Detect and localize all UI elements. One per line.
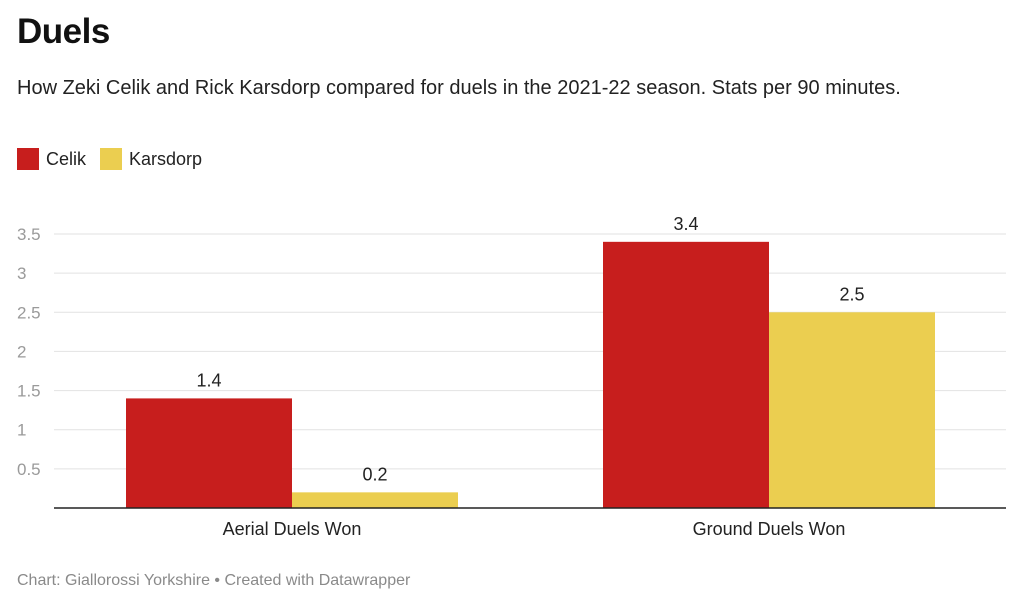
y-tick-label: 2.5 <box>17 303 41 322</box>
legend-swatch-karsdorp <box>100 148 123 170</box>
legend-label-celik: Celik <box>46 148 87 169</box>
y-tick-label: 3 <box>17 264 26 283</box>
chart-title: Duels <box>17 12 110 51</box>
bar <box>603 241 769 509</box>
data-label: 2.5 <box>839 284 864 304</box>
y-tick-label: 1.5 <box>17 382 41 401</box>
legend: Celik Karsdorp <box>17 148 216 170</box>
y-tick-label: 1 <box>17 421 26 440</box>
data-label: 3.4 <box>673 214 698 234</box>
legend-label-karsdorp: Karsdorp <box>129 148 203 169</box>
legend-item-celik: Celik <box>17 148 86 170</box>
category-label: Aerial Duels Won <box>223 519 362 539</box>
data-label: 0.2 <box>362 464 387 484</box>
legend-item-karsdorp: Karsdorp <box>100 148 202 170</box>
chart-subtitle: How Zeki Celik and Rick Karsdorp compare… <box>17 77 901 99</box>
y-tick-label: 3.5 <box>17 225 41 244</box>
chart-footer: Chart: Giallorossi Yorkshire • Created w… <box>17 572 411 589</box>
y-tick-label: 2 <box>17 342 26 361</box>
legend-swatch-celik <box>17 148 39 170</box>
bar <box>292 492 458 508</box>
y-tick-label: 0.5 <box>17 460 41 479</box>
bar <box>769 312 935 508</box>
bar <box>126 398 292 508</box>
data-label: 1.4 <box>196 370 221 390</box>
category-label: Ground Duels Won <box>693 519 846 539</box>
